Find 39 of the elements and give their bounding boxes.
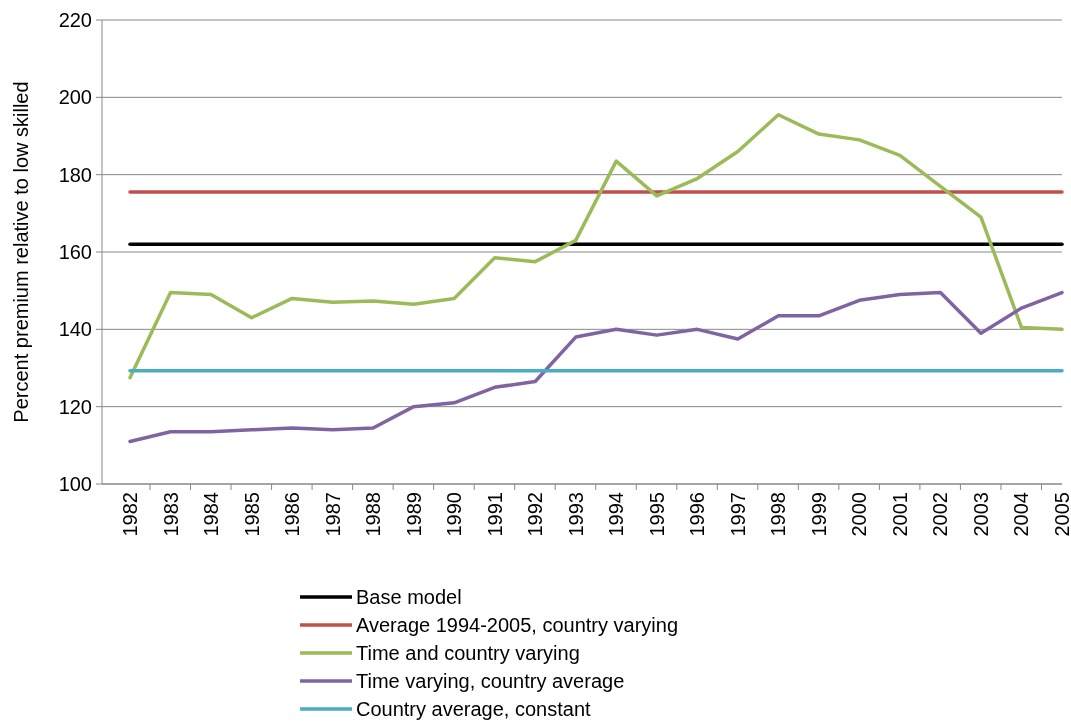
x-tick-label: 1996 — [686, 492, 709, 537]
x-tick-label: 2004 — [1010, 492, 1033, 537]
x-tick-label: 2003 — [969, 492, 992, 537]
x-tick-label: 1994 — [605, 492, 628, 537]
y-axis-title: Percent premium relative to low skilled — [10, 81, 32, 423]
legend-label: Country average, constant — [356, 698, 592, 720]
y-tick-label: 220 — [58, 9, 92, 31]
line-series — [128, 290, 1064, 444]
x-tick-label: 1987 — [321, 492, 344, 537]
legend-label: Base model — [356, 586, 462, 608]
y-tick-label: 200 — [58, 86, 92, 109]
x-tick-label: 1989 — [402, 492, 425, 537]
x-tick-label: 1993 — [564, 492, 587, 537]
x-tick-label: 1985 — [240, 492, 263, 537]
x-tick-label: 1997 — [726, 492, 749, 537]
x-tick-label: 2002 — [929, 492, 952, 537]
x-tick-label: 1995 — [645, 492, 668, 537]
x-tick-label: 1992 — [524, 492, 547, 537]
x-tick-label: 1986 — [281, 492, 304, 537]
x-tick-label: 1991 — [483, 492, 506, 537]
legend-label: Time varying, country average — [356, 670, 625, 692]
x-tick-label: 1988 — [362, 492, 385, 537]
y-tick-label: 140 — [58, 318, 92, 341]
y-tick-label: 160 — [58, 241, 92, 263]
x-tick-label: 1998 — [767, 492, 790, 537]
y-tick-label: 180 — [58, 163, 92, 186]
x-tick-label: 2000 — [848, 492, 871, 537]
x-tick-label: 1990 — [443, 492, 466, 537]
legend-label: Average 1994-2005, country varying — [356, 614, 679, 636]
x-tick-label: 2005 — [1051, 492, 1071, 537]
x-tick-label: 1982 — [119, 492, 141, 537]
x-tick-label: 2001 — [888, 492, 911, 537]
line-series — [128, 112, 1064, 380]
x-tick-label: 1999 — [807, 492, 830, 537]
x-tick-label: 1983 — [159, 492, 182, 537]
y-tick-label: 100 — [58, 473, 92, 495]
legend-label: Time and country varying — [356, 642, 580, 664]
y-tick-label: 120 — [58, 395, 92, 418]
x-tick-label: 1984 — [200, 492, 223, 537]
